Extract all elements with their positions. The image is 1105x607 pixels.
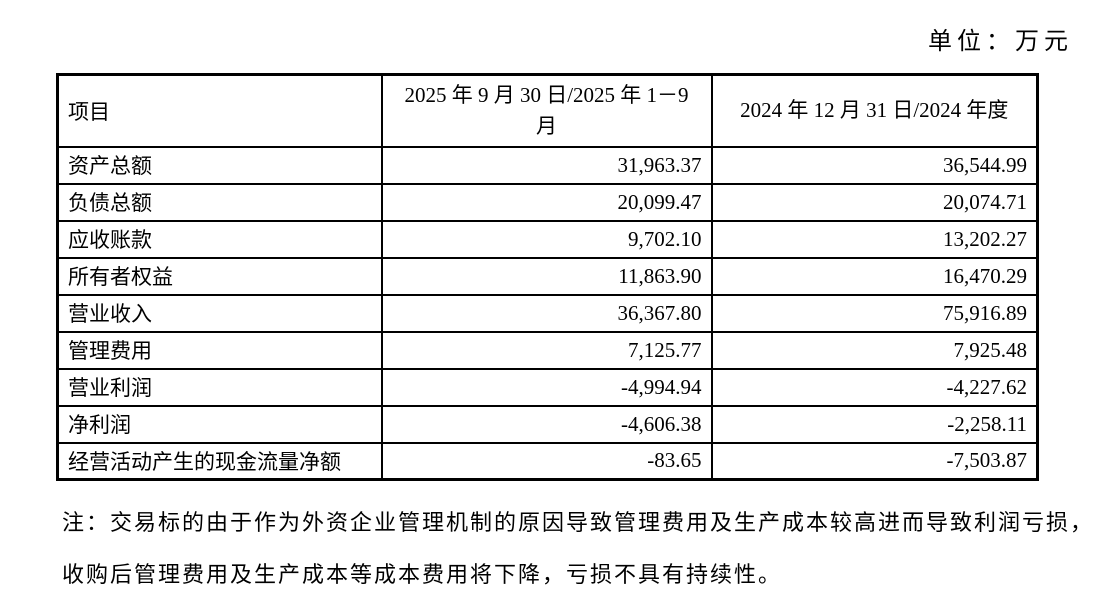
footnote-paragraph: 注：交易标的由于作为外资企业管理机制的原因导致管理费用及生产成本较高进而导致利润… — [62, 497, 1095, 601]
table-row: 经营活动产生的现金流量净额 -83.65 -7,503.87 — [56, 441, 1039, 481]
table-row: 资产总额 31,963.37 36,544.99 — [56, 145, 1039, 185]
prior-period-value: -7,503.87 — [710, 441, 1039, 481]
current-period-value: -83.65 — [380, 441, 713, 481]
row-label: 营业利润 — [56, 367, 383, 407]
table-row: 应收账款 9,702.10 13,202.27 — [56, 219, 1039, 259]
prior-period-value: 13,202.27 — [710, 219, 1039, 259]
row-label: 经营活动产生的现金流量净额 — [56, 441, 383, 481]
prior-period-value: 20,074.71 — [710, 182, 1039, 222]
footnote-line: 注：交易标的由于作为外资企业管理机制的原因导致管理费用及生产成本较高进而导致利润… — [62, 510, 1095, 535]
table-header-row: 项目 2025 年 9 月 30 日/2025 年 1－9 月 2024 年 1… — [56, 73, 1039, 148]
table-row: 所有者权益 11,863.90 16,470.29 — [56, 256, 1039, 296]
header-current-period: 2025 年 9 月 30 日/2025 年 1－9 月 — [380, 73, 713, 148]
row-label: 所有者权益 — [56, 256, 383, 296]
prior-period-value: 75,916.89 — [710, 293, 1039, 333]
header-current-period-line2: 月 — [536, 113, 557, 138]
current-period-value: -4,606.38 — [380, 404, 713, 444]
header-current-period-line1: 2025 年 9 月 30 日/2025 年 1－9 — [404, 82, 689, 107]
prior-period-value: 16,470.29 — [710, 256, 1039, 296]
table-row: 净利润 -4,606.38 -2,258.11 — [56, 404, 1039, 444]
financial-summary-table: 项目 2025 年 9 月 30 日/2025 年 1－9 月 2024 年 1… — [56, 73, 1039, 481]
table-row: 管理费用 7,125.77 7,925.48 — [56, 330, 1039, 370]
current-period-value: 9,702.10 — [380, 219, 713, 259]
prior-period-value: -2,258.11 — [710, 404, 1039, 444]
prior-period-value: 36,544.99 — [710, 145, 1039, 185]
table-row: 负债总额 20,099.47 20,074.71 — [56, 182, 1039, 222]
row-label: 管理费用 — [56, 330, 383, 370]
current-period-value: 7,125.77 — [380, 330, 713, 370]
current-period-value: 36,367.80 — [380, 293, 713, 333]
current-period-value: 11,863.90 — [380, 256, 713, 296]
row-label: 资产总额 — [56, 145, 383, 185]
current-period-value: -4,994.94 — [380, 367, 713, 407]
header-prior-period: 2024 年 12 月 31 日/2024 年度 — [710, 73, 1039, 148]
row-label: 净利润 — [56, 404, 383, 444]
prior-period-value: -4,227.62 — [710, 367, 1039, 407]
table-row: 营业收入 36,367.80 75,916.89 — [56, 293, 1039, 333]
row-label: 营业收入 — [56, 293, 383, 333]
current-period-value: 20,099.47 — [380, 182, 713, 222]
table-row: 营业利润 -4,994.94 -4,227.62 — [56, 367, 1039, 407]
prior-period-value: 7,925.48 — [710, 330, 1039, 370]
unit-label: 单位：万元 — [928, 29, 1073, 55]
row-label: 负债总额 — [56, 182, 383, 222]
header-item: 项目 — [56, 73, 383, 148]
footnote-line: 收购后管理费用及生产成本等成本费用将下降，亏损不具有持续性。 — [62, 562, 783, 587]
row-label: 应收账款 — [56, 219, 383, 259]
current-period-value: 31,963.37 — [380, 145, 713, 185]
